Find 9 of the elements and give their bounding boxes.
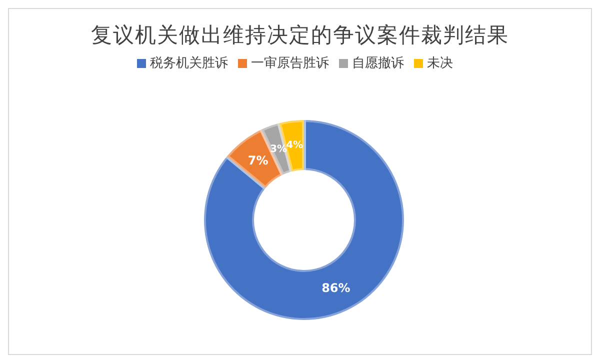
donut-slice [202,118,406,322]
legend-label: 一审原告胜诉 [251,56,329,71]
chart-title: 复议机关做出维持决定的争议案件裁判结果 [90,22,510,49]
data-label: 86% [322,280,350,295]
data-label: 7% [248,154,268,168]
legend-label: 自愿撤诉 [352,56,404,71]
legend-label: 未决 [427,56,453,71]
data-label: 4% [286,140,304,152]
legend-label: 税务机关胜诉 [150,56,228,71]
